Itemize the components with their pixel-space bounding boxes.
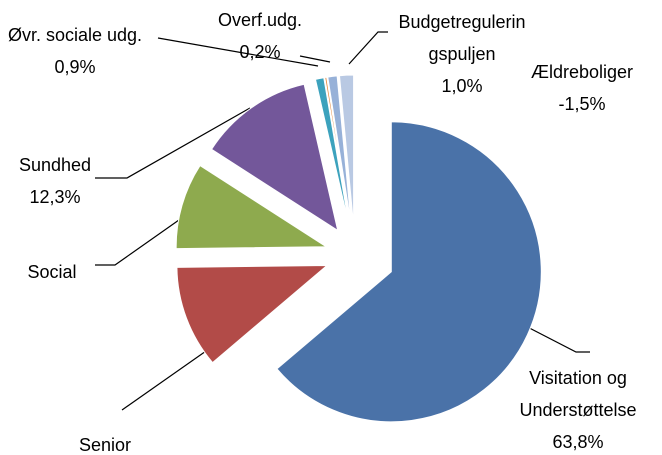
leader-line: [95, 107, 251, 179]
category-label: Ældreboliger: [530, 62, 634, 82]
value-label: 1,0%: [441, 76, 483, 96]
pie-slice: [175, 164, 328, 250]
pie-slice: [327, 75, 352, 226]
category-label: Budgetreguleringspuljen: [398, 12, 526, 64]
pie-slice: [324, 76, 351, 226]
pie-slice: [276, 121, 542, 423]
category-label: Øvr. sociale udg.: [7, 25, 143, 45]
pie-slice: [314, 77, 350, 226]
leader-line: [509, 317, 590, 353]
category-label: Senior: [78, 435, 132, 455]
leader-line: [348, 31, 388, 65]
pie-slice: [210, 83, 339, 232]
value-label: 12,3%: [29, 187, 81, 207]
value-label: 0,9%: [54, 57, 96, 77]
leader-line: [95, 207, 197, 266]
value-label: -1,5%: [558, 94, 606, 114]
leader-lines: [95, 31, 590, 411]
pie-slice: [176, 264, 329, 364]
category-label: Visitation og Understøttelse: [519, 368, 637, 420]
category-label: Sundhed: [18, 155, 92, 175]
leader-line: [299, 55, 331, 63]
pie-slice: [338, 74, 355, 226]
value-label: 63,8%: [552, 432, 604, 452]
value-label: 0,2%: [239, 42, 281, 62]
leader-line: [157, 37, 319, 67]
category-label: Overf.udg.: [217, 10, 303, 30]
category-label: Social: [27, 262, 77, 282]
